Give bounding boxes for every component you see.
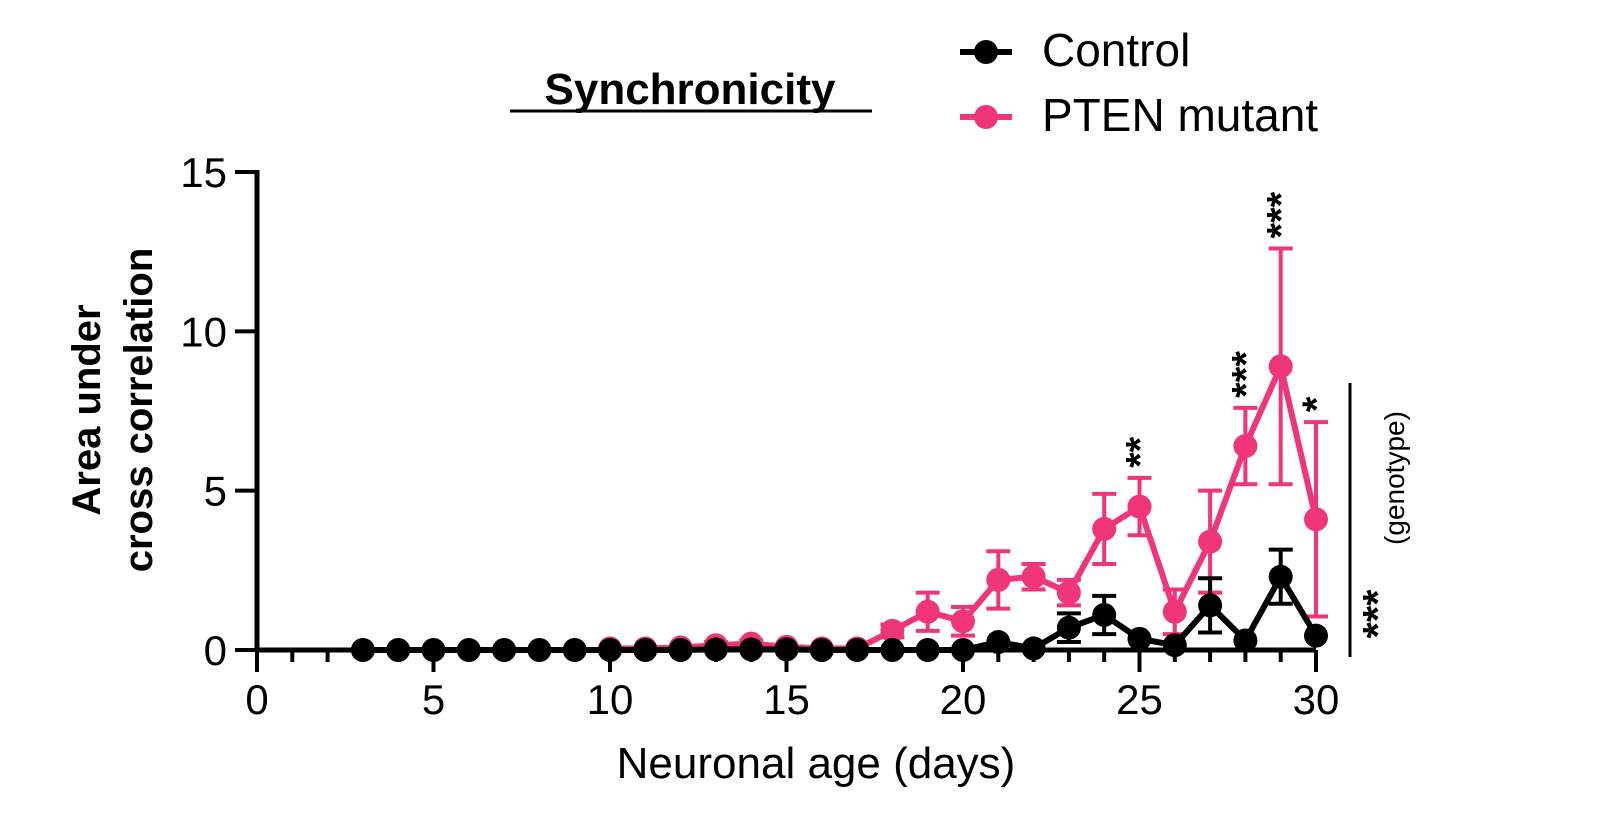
control-data-point (880, 638, 905, 662)
significance-stars: *** (1260, 191, 1304, 238)
control-data-point (1233, 628, 1258, 653)
pten-data-point (915, 599, 940, 624)
pten-data-point (1198, 529, 1223, 554)
y-axis-label-line1: Area under (65, 304, 109, 515)
legend-item-pten: PTEN mutant (960, 89, 1318, 141)
control-data-point (845, 638, 870, 662)
control-data-point (527, 638, 552, 662)
control-data-point (456, 638, 481, 662)
pten-data-point (1092, 516, 1117, 541)
pten-data-point (1233, 434, 1258, 459)
y-tick-label: 0 (204, 627, 227, 674)
control-data-point (562, 638, 587, 662)
y-axis-label-line2: cross correlation (117, 248, 161, 573)
pten-data-point (1021, 564, 1046, 589)
x-tick-label: 20 (940, 676, 987, 723)
control-data-point (1268, 564, 1293, 589)
legend-control-marker (974, 40, 998, 64)
significance-stars: ** (1119, 436, 1163, 468)
legend-item-control: Control (960, 24, 1190, 76)
annotations: ********* (1119, 191, 1340, 468)
control-data-point (1198, 593, 1223, 618)
control-data-point (633, 638, 658, 662)
pten-data-point (951, 609, 975, 634)
x-tick-label: 0 (245, 676, 268, 723)
x-axis-label: Neuronal age (days) (617, 739, 1016, 788)
control-data-point (1127, 626, 1152, 651)
series-control-line (362, 573, 1319, 653)
control-data-point (421, 638, 446, 662)
legend-control-label: Control (1042, 24, 1190, 76)
y-tick-label: 15 (180, 149, 227, 196)
y-tick-label: 10 (180, 308, 227, 355)
chart-title: Synchronicity (545, 65, 836, 114)
genotype-bracket: *** (genotype) (1348, 383, 1410, 657)
genotype-bracket-label: (genotype) (1379, 411, 1410, 545)
legend: Control PTEN mutant (960, 24, 1318, 141)
x-tick-label: 25 (1116, 676, 1163, 723)
y-axis-label: Area under cross correlation (65, 248, 161, 573)
control-data-point (774, 637, 799, 662)
pten-data-point (1056, 580, 1081, 605)
control-data-point (809, 638, 834, 662)
control-data-point (739, 637, 764, 662)
control-data-point (1092, 602, 1117, 627)
control-data-point (1162, 633, 1187, 658)
control-data-point (668, 638, 693, 662)
pten-data-point (880, 618, 905, 643)
pten-data-point (1162, 599, 1187, 624)
x-tick-label: 30 (1293, 676, 1340, 723)
legend-pten-label: PTEN mutant (1042, 89, 1318, 141)
pten-data-point (986, 567, 1011, 592)
x-tick-label: 10 (587, 676, 634, 723)
control-data-point (951, 638, 975, 662)
control-data-point (350, 638, 375, 662)
series-control (350, 547, 1328, 662)
control-data-point (1056, 615, 1081, 640)
x-tick-label: 15 (763, 676, 810, 723)
pten-data-point (1127, 494, 1152, 519)
x-tick-label: 5 (422, 676, 445, 723)
control-data-point (986, 630, 1011, 655)
control-data-point (703, 637, 728, 662)
pten-data-point (1268, 354, 1293, 379)
significance-stars: *** (1224, 351, 1268, 398)
control-data-point (386, 638, 411, 662)
pten-data-point (1304, 507, 1328, 532)
control-data-point (915, 638, 940, 662)
legend-pten-marker (974, 105, 998, 129)
control-data-point (1304, 623, 1328, 648)
control-data-point (1021, 636, 1046, 661)
significance-stars: * (1295, 396, 1339, 412)
y-tick-label: 5 (204, 468, 227, 515)
genotype-bracket-stars: *** (1354, 589, 1401, 639)
control-data-point (598, 638, 622, 662)
series (350, 246, 1328, 662)
control-data-point (492, 638, 517, 662)
